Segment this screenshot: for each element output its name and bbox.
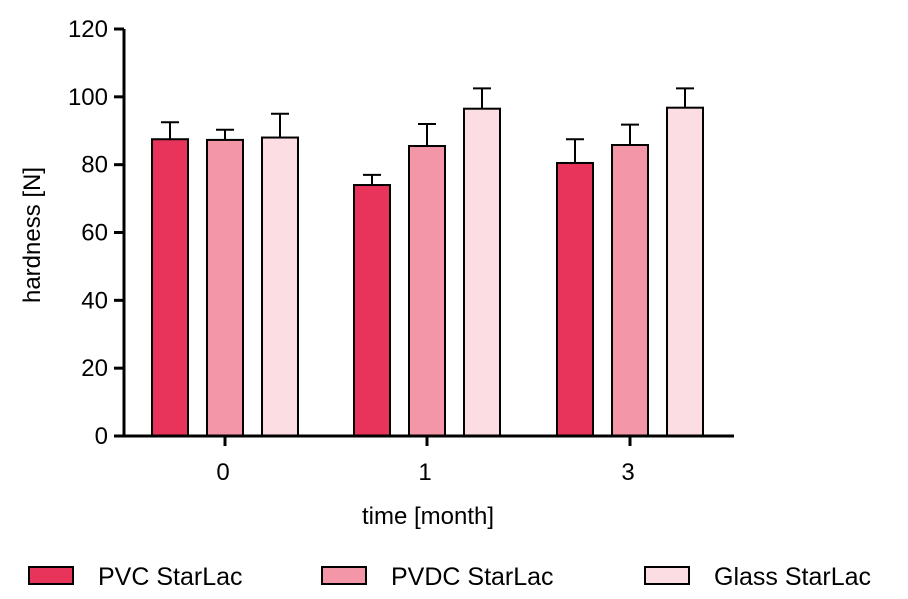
bar-glass-starlac-3: [666, 106, 704, 437]
bar-glass-starlac-0: [261, 136, 299, 438]
legend-swatch: [321, 566, 367, 585]
bars-layer: [151, 106, 704, 438]
x-tick-label: 3: [621, 459, 634, 486]
legend: PVC StarLac PVDC StarLac Glass StarLac: [28, 563, 871, 591]
legend-item-pvc-starlac: PVC StarLac: [28, 563, 243, 591]
y-tick-label: 20: [81, 355, 108, 382]
legend-swatch: [28, 566, 74, 585]
bar-pvdc-starlac-0: [206, 138, 244, 437]
error-bars-layer: [161, 87, 694, 186]
y-tick-label: 100: [68, 84, 108, 111]
bar-pvc-starlac-3: [556, 161, 594, 438]
y-tick-label: 60: [81, 220, 108, 247]
legend-label: Glass StarLac: [714, 563, 871, 591]
y-tick-label: 0: [95, 423, 108, 450]
bar-pvc-starlac-1: [353, 184, 391, 437]
bar-glass-starlac-1: [463, 107, 501, 438]
bar-pvc-starlac-0: [151, 138, 189, 438]
legend-label: PVC StarLac: [98, 563, 243, 591]
bar-pvdc-starlac-1: [408, 145, 446, 437]
axes-layer: 0 20 40 60 80 100 120 0 1 3: [68, 16, 734, 486]
bar-pvdc-starlac-3: [611, 143, 649, 437]
x-tick-label: 0: [216, 459, 229, 486]
x-axis-title: time [month]: [362, 503, 494, 530]
legend-item-pvdc-starlac: PVDC StarLac: [321, 563, 554, 591]
legend-label: PVDC StarLac: [391, 563, 554, 591]
y-tick-label: 40: [81, 287, 108, 314]
x-tick-label: 1: [418, 459, 431, 486]
y-tick-label: 120: [68, 16, 108, 43]
y-tick-label: 80: [81, 152, 108, 179]
y-axis-title: hardness [N]: [19, 167, 46, 303]
legend-swatch: [644, 566, 690, 585]
legend-item-glass-starlac: Glass StarLac: [644, 563, 871, 591]
